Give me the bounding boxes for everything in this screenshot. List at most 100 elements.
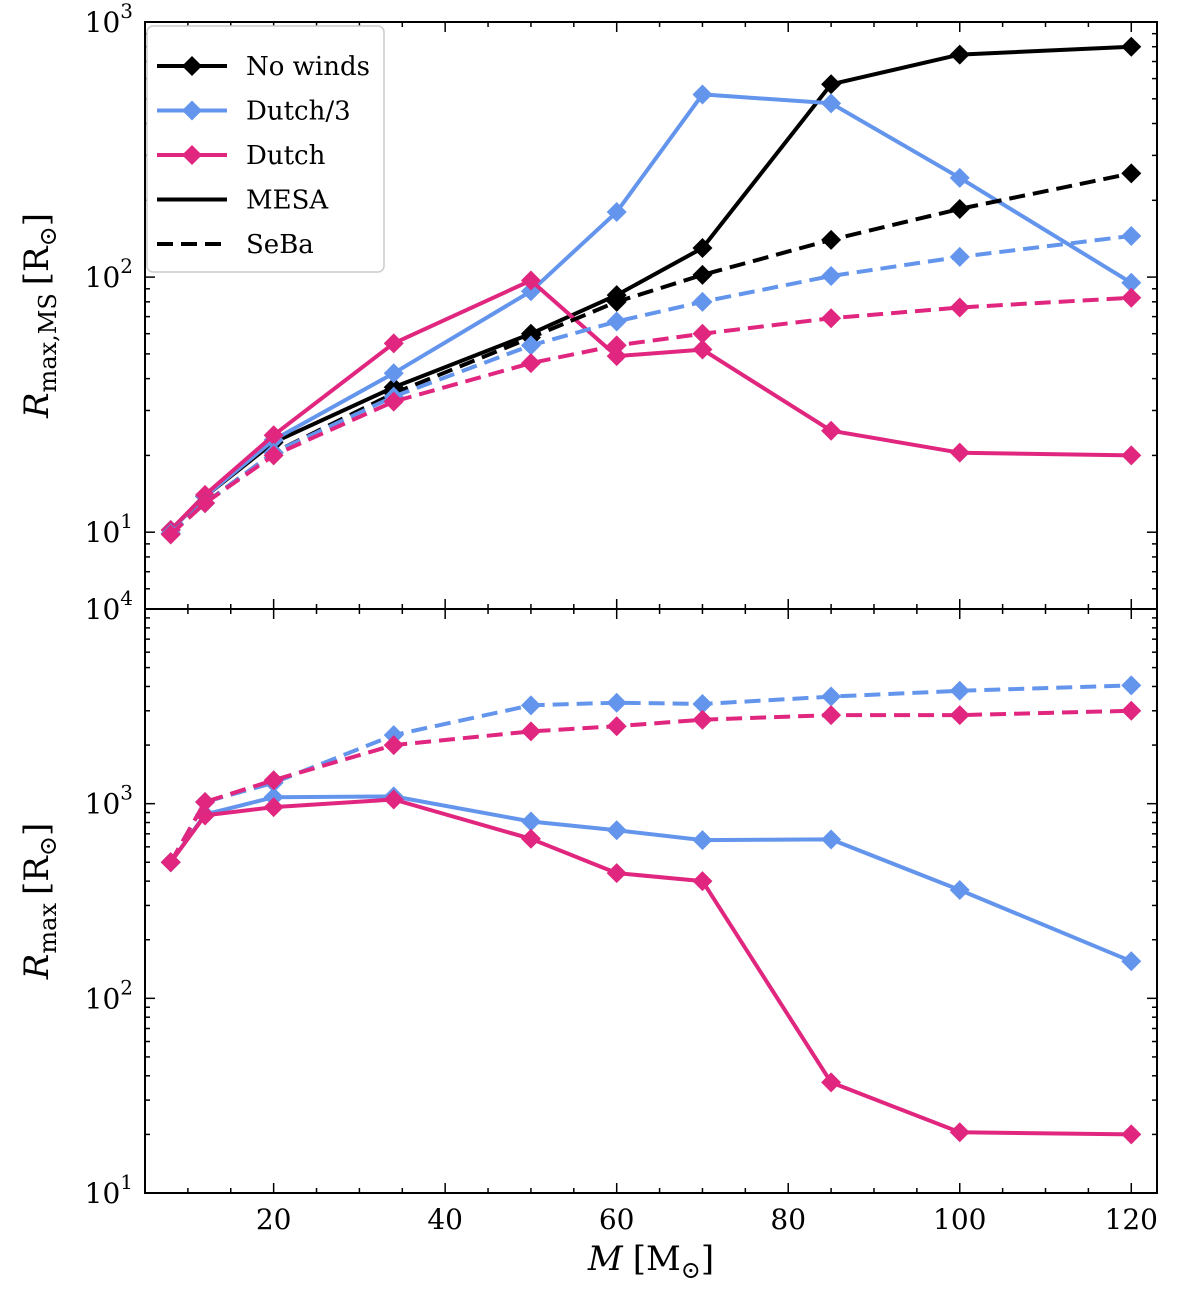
data-point [949,442,970,463]
data-point [949,880,970,901]
data-point [692,339,713,360]
x-tick-label: 120 [1105,1203,1158,1236]
data-point [949,167,970,188]
data-point [195,791,216,812]
data-point [692,830,713,851]
data-point [821,829,842,850]
data-point [520,335,541,356]
data-point [1121,272,1142,293]
data-point [606,716,627,737]
data-point [160,524,181,545]
series-line [169,233,1132,535]
data-point [692,291,713,312]
series-line [169,797,1132,1137]
x-tick-label: 40 [427,1203,463,1236]
legend-label: SeBa [246,230,314,260]
x-tick-label: 100 [933,1203,986,1236]
legend-label: MESA [246,186,329,216]
y-tick-label: 103 [85,0,133,39]
data-point [606,311,627,332]
data-point [383,391,404,412]
series-line [169,171,1132,535]
data-point [1121,287,1142,308]
series-line [168,708,1132,864]
data-point [949,680,970,701]
x-tick-label: 20 [256,1203,292,1236]
data-point [821,1072,842,1093]
data-point [263,445,284,466]
data-point [821,266,842,287]
data-point [821,93,842,114]
data-point [606,346,627,367]
data-point [383,789,404,810]
data-point [520,270,541,291]
x-axis-label: M [M⊙] [587,1239,714,1284]
y-tick-label: 101 [85,1170,133,1210]
data-point [1121,675,1142,696]
data-point [520,353,541,374]
data-point [949,44,970,65]
data-point [1121,225,1142,246]
data-point [520,811,541,832]
data-point [949,246,970,267]
y-tick-label: 102 [85,254,133,294]
legend-marker [182,56,202,76]
y-tick-label: 103 [85,781,133,821]
legend-box [146,25,385,273]
data-point [949,198,970,219]
legend-marker [182,100,202,121]
y-axis-label: Rmax[R⊙] [17,823,62,980]
data-point [160,852,181,873]
data-point [383,735,404,756]
data-point [520,828,541,849]
data-point [821,229,842,250]
y-axis-label: Rmax,MS[R⊙] [17,213,62,419]
y-tick-label: 102 [85,975,133,1015]
data-point [1121,36,1142,57]
series-line [169,278,1132,532]
data-point [1121,951,1142,972]
data-point [263,770,284,791]
data-point [821,705,842,726]
data-point [606,820,627,841]
legend-label: Dutch/3 [246,97,351,127]
data-point [606,335,627,356]
data-point [821,74,842,95]
data-point [1121,445,1142,466]
x-tick-label: 80 [770,1203,806,1236]
data-point [821,308,842,329]
series-line [169,794,1133,964]
data-point [606,692,627,713]
data-point [606,863,627,884]
series-line [169,295,1132,536]
top-panel: 101 102 103 [85,0,1158,610]
axis-labels: Rmax,MS[R⊙] Rmax[R⊙] M [M⊙] [17,213,714,1284]
legend-marker [182,145,202,165]
legend: No winds Dutch/3 Dutch MESA SeBa [146,25,385,273]
data-point [692,871,713,892]
data-point [195,493,216,514]
data-point [520,695,541,716]
y-tick-label: 104 [85,586,133,626]
data-point [692,238,713,259]
data-point [606,201,627,222]
data-point [949,705,970,726]
data-point [263,425,284,446]
bottom-panel: 101 102 103 104 20 40 60 80 100 120 [85,586,1158,1236]
x-tick-label: 60 [599,1203,635,1236]
data-point [1121,163,1142,184]
plot-frame [144,608,1158,1194]
data-point [383,363,404,384]
data-point [520,721,541,742]
data-point [821,420,842,441]
data-point [949,297,970,318]
data-point [692,264,713,285]
series-line [169,92,1133,532]
data-point [692,84,713,105]
y-tick-label: 101 [85,509,133,549]
data-point [692,694,713,715]
data-point [383,333,404,354]
data-point [692,709,713,730]
data-point [263,797,284,818]
